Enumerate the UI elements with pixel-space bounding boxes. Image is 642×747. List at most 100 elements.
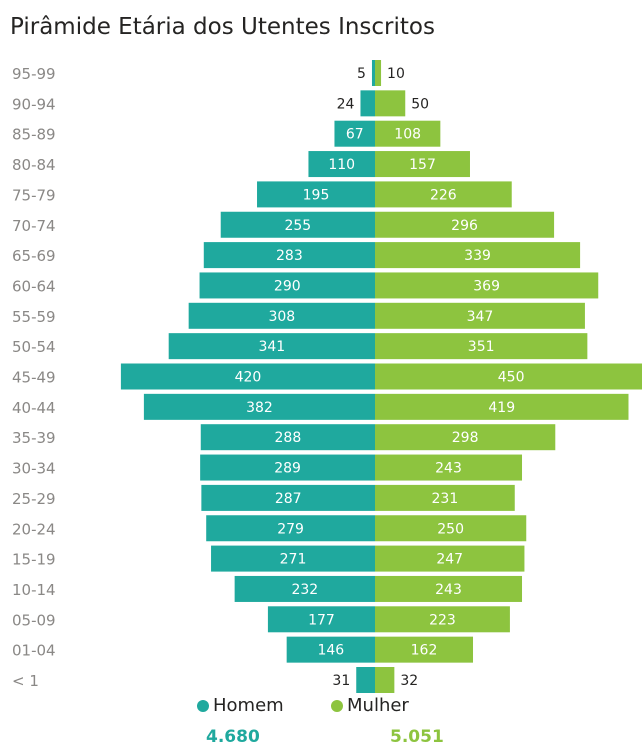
bar-mulher-1519	[375, 545, 525, 572]
bar-homem-5054	[168, 333, 375, 360]
bar-homem-7074	[220, 211, 375, 238]
tick-label-1519: 15-19	[12, 551, 56, 569]
tick-label-9599: 95-99	[12, 65, 56, 83]
tick-label-2529: 25-29	[12, 490, 56, 508]
tick-label-2024: 20-24	[12, 520, 56, 538]
tick-label-3034: 30-34	[12, 460, 56, 478]
bar-homem-4549	[120, 363, 376, 390]
data-label-homem-8589: 67	[346, 127, 364, 143]
bar-homem-8084	[308, 151, 375, 178]
tick-label-6569: 65-69	[12, 247, 56, 265]
bar-homem-1014	[234, 575, 375, 602]
data-label-homem-7579: 195	[303, 187, 330, 203]
bar-mulher-9094	[375, 90, 406, 117]
tick-label-5054: 50-54	[12, 338, 56, 356]
data-label-mulher-3034: 243	[435, 461, 462, 477]
bar-homem-1	[356, 667, 375, 693]
bar-mulher-4044	[375, 393, 629, 420]
legend-mulher-label: Mulher	[347, 695, 409, 716]
tick-label-1: < 1	[12, 672, 39, 690]
data-label-homem-3539: 288	[275, 430, 302, 446]
data-label-homem-1014: 232	[291, 582, 318, 598]
bar-homem-3539	[200, 424, 375, 451]
data-label-homem-1: 31	[332, 673, 350, 689]
data-label-homem-3034: 289	[274, 461, 301, 477]
tick-label-4549: 45-49	[12, 369, 56, 387]
data-label-homem-2529: 287	[275, 491, 302, 507]
tick-label-8084: 80-84	[12, 156, 56, 174]
data-label-mulher-7074: 296	[451, 218, 478, 234]
data-label-homem-0509: 177	[308, 612, 335, 628]
data-label-mulher-1: 32	[400, 673, 418, 689]
tick-label-8589: 85-89	[12, 126, 56, 144]
data-label-homem-4044: 382	[246, 400, 273, 416]
tick-label-4044: 40-44	[12, 399, 56, 417]
data-label-homem-9094: 24	[337, 96, 355, 112]
bar-homem-4044	[143, 393, 375, 420]
bar-homem-7579	[257, 181, 375, 208]
tick-label-5559: 55-59	[12, 308, 56, 326]
data-label-mulher-0104: 162	[411, 643, 438, 659]
tick-label-3539: 35-39	[12, 429, 56, 447]
data-label-mulher-4044: 419	[488, 400, 515, 416]
bar-mulher-6064	[375, 272, 599, 299]
data-label-mulher-5054: 351	[468, 339, 495, 355]
total-homem: 4.680	[206, 727, 260, 747]
bar-mulher-4549	[375, 363, 642, 390]
bar-mulher-3034	[375, 454, 523, 481]
bar-mulher-0104	[375, 636, 474, 663]
legend-item-homem[interactable]: Homem	[197, 695, 284, 716]
chart-title: Pirâmide Etária dos Utentes Inscritos	[10, 14, 435, 40]
bar-homem-3034	[200, 454, 375, 481]
bar-mulher-9599	[375, 60, 382, 86]
tick-label-7579: 75-79	[12, 186, 56, 204]
data-label-homem-5054: 341	[258, 339, 285, 355]
bar-homem-0104	[286, 636, 375, 663]
bar-mulher-6569	[375, 242, 581, 269]
data-label-mulher-2529: 231	[432, 491, 459, 507]
bar-mulher-3539	[375, 424, 556, 451]
data-label-homem-4549: 420	[235, 370, 262, 386]
data-label-homem-8084: 110	[328, 157, 355, 173]
bar-homem-0509	[267, 606, 375, 633]
bar-mulher-5559	[375, 302, 585, 329]
tick-label-0104: 01-04	[12, 642, 56, 660]
legend-item-mulher[interactable]: Mulher	[331, 695, 409, 716]
tick-label-0509: 05-09	[12, 611, 56, 629]
data-label-mulher-0509: 223	[429, 612, 456, 628]
data-label-mulher-6569: 339	[464, 248, 491, 264]
bar-mulher-0509	[375, 606, 510, 633]
tick-label-6064: 60-64	[12, 277, 56, 295]
bar-mulher-5054	[375, 333, 588, 360]
bar-homem-6064	[199, 272, 375, 299]
bar-mulher-2529	[375, 484, 515, 511]
bar-mulher-1014	[375, 575, 523, 602]
bar-homem-1519	[211, 545, 375, 572]
data-label-homem-1519: 271	[280, 552, 307, 568]
bar-homem-9599	[371, 60, 375, 86]
population-pyramid-chart: 95-99 5 10 90-94 24 50 85-89 67 108 80-84 110 157 75…	[12, 60, 642, 693]
legend: Homem Mulher	[0, 695, 642, 725]
data-label-homem-2024: 279	[277, 521, 304, 537]
data-label-mulher-3539: 298	[452, 430, 479, 446]
tick-label-7074: 70-74	[12, 217, 56, 235]
bar-homem-5559	[188, 302, 375, 329]
bar-mulher-7074	[375, 211, 555, 238]
bar-homem-9094	[360, 90, 375, 117]
bar-mulher-7579	[375, 181, 512, 208]
legend-homem-marker	[197, 699, 209, 712]
data-label-mulher-7579: 226	[430, 187, 457, 203]
data-label-mulher-2024: 250	[437, 521, 464, 537]
data-label-mulher-6064: 369	[473, 278, 500, 294]
data-label-homem-5559: 308	[268, 309, 295, 325]
data-label-mulher-4549: 450	[498, 370, 525, 386]
data-label-mulher-8084: 157	[409, 157, 436, 173]
bar-homem-6569	[203, 242, 375, 269]
total-mulher: 5.051	[390, 727, 444, 747]
tick-label-9094: 90-94	[12, 95, 56, 113]
data-label-homem-7074: 255	[284, 218, 311, 234]
bar-homem-2529	[201, 484, 375, 511]
legend-homem-label: Homem	[213, 695, 284, 716]
data-label-mulher-8589: 108	[394, 127, 421, 143]
data-label-mulher-9094: 50	[411, 96, 429, 112]
